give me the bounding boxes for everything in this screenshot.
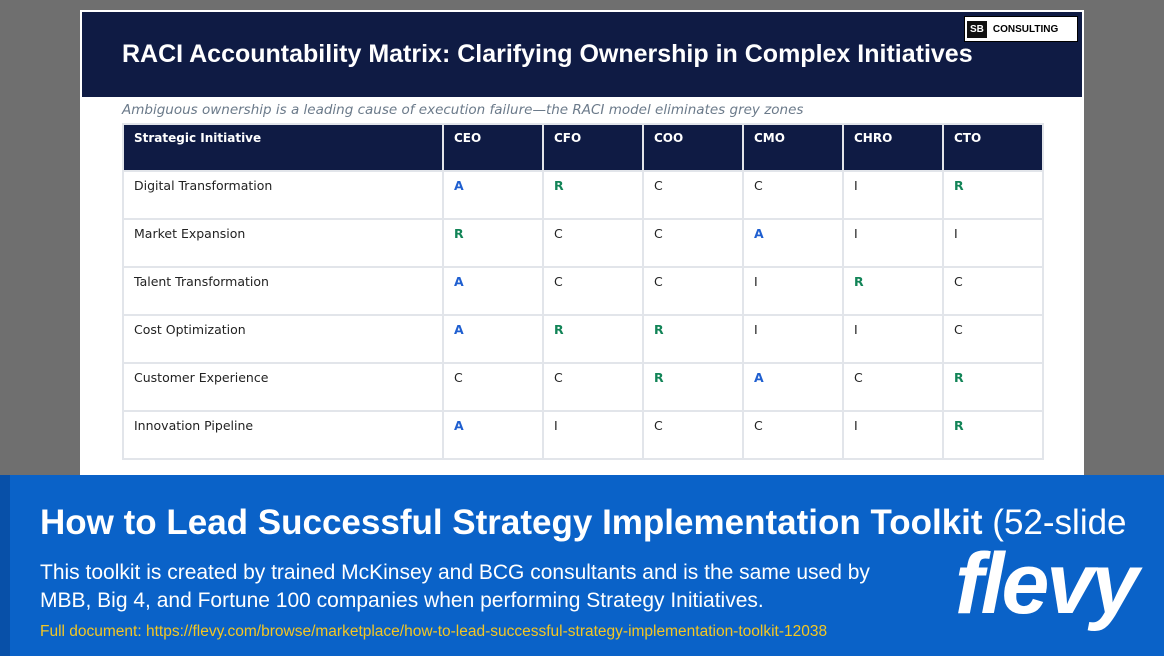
raci-cell: I <box>842 314 944 364</box>
raci-cell: C <box>942 314 1044 364</box>
raci-cell: C <box>842 362 944 412</box>
raci-cell: R <box>542 314 644 364</box>
raci-cell: C <box>942 266 1044 316</box>
table-row: Talent Transformation A C C I R C <box>122 266 1044 316</box>
column-header: Strategic Initiative <box>122 123 444 172</box>
raci-cell: I <box>542 410 644 460</box>
raci-cell: A <box>442 266 544 316</box>
table-row: Market Expansion R C C A I I <box>122 218 1044 268</box>
raci-cell: R <box>942 410 1044 460</box>
initiative-cell: Talent Transformation <box>122 266 444 316</box>
raci-cell: C <box>542 218 644 268</box>
initiative-cell: Cost Optimization <box>122 314 444 364</box>
column-header: CMO <box>742 123 844 172</box>
slide-title: RACI Accountability Matrix: Clarifying O… <box>122 40 973 68</box>
slide-header: RACI Accountability Matrix: Clarifying O… <box>82 12 1082 97</box>
raci-cell: C <box>542 362 644 412</box>
table-row: Digital Transformation A R C C I R <box>122 170 1044 220</box>
column-header: CTO <box>942 123 1044 172</box>
raci-cell: C <box>742 170 844 220</box>
logo-mark: SB <box>967 20 987 38</box>
raci-cell: A <box>742 218 844 268</box>
banner-title: How to Lead Successful Strategy Implemen… <box>40 503 1127 543</box>
raci-cell: C <box>742 410 844 460</box>
table-row: Cost Optimization A R R I I C <box>122 314 1044 364</box>
header-row: Strategic Initiative CEO CFO COO CMO CHRO CTO <box>122 123 1044 172</box>
slide: RACI Accountability Matrix: Clarifying O… <box>80 10 1084 480</box>
raci-cell: I <box>742 266 844 316</box>
column-header: CHRO <box>842 123 944 172</box>
logo-text: CONSULTING <box>992 23 1059 35</box>
table-row: Customer Experience C C R A C R <box>122 362 1044 412</box>
raci-cell: I <box>742 314 844 364</box>
banner: How to Lead Successful Strategy Implemen… <box>0 475 1164 656</box>
raci-cell: C <box>442 362 544 412</box>
raci-cell: I <box>842 410 944 460</box>
raci-cell: A <box>442 314 544 364</box>
raci-cell: R <box>642 362 744 412</box>
initiative-cell: Customer Experience <box>122 362 444 412</box>
raci-cell: C <box>642 218 744 268</box>
banner-description: MBB, Big 4, and Fortune 100 companies wh… <box>40 589 764 612</box>
banner-url: Full document: https://flevy.com/browse/… <box>40 623 828 640</box>
raci-cell: I <box>842 170 944 220</box>
banner-title-main: How to Lead Successful Strategy Implemen… <box>40 503 983 542</box>
raci-cell: A <box>442 170 544 220</box>
raci-cell: R <box>642 314 744 364</box>
raci-cell: R <box>942 170 1044 220</box>
table-row: Innovation Pipeline A I C C I R <box>122 410 1044 460</box>
raci-cell: C <box>642 410 744 460</box>
column-header: CEO <box>442 123 544 172</box>
raci-cell: C <box>542 266 644 316</box>
banner-description: This toolkit is created by trained McKin… <box>40 561 870 584</box>
raci-cell: R <box>442 218 544 268</box>
raci-cell: C <box>642 170 744 220</box>
subtitle: Ambiguous ownership is a leading cause o… <box>122 102 804 118</box>
flevy-logo: flevy <box>955 536 1139 632</box>
initiative-cell: Market Expansion <box>122 218 444 268</box>
raci-cell: R <box>942 362 1044 412</box>
initiative-cell: Innovation Pipeline <box>122 410 444 460</box>
raci-cell: A <box>742 362 844 412</box>
raci-cell: I <box>842 218 944 268</box>
raci-cell: A <box>442 410 544 460</box>
banner-title-suffix: (52-slide <box>992 503 1127 542</box>
raci-cell: I <box>942 218 1044 268</box>
logo: SB CONSULTING <box>964 16 1078 42</box>
raci-cell: C <box>642 266 744 316</box>
raci-cell: R <box>542 170 644 220</box>
initiative-cell: Digital Transformation <box>122 170 444 220</box>
raci-table: Strategic Initiative CEO CFO COO CMO CHRO CTO D… <box>122 123 1044 460</box>
column-header: COO <box>642 123 744 172</box>
raci-cell: R <box>842 266 944 316</box>
column-header: CFO <box>542 123 644 172</box>
